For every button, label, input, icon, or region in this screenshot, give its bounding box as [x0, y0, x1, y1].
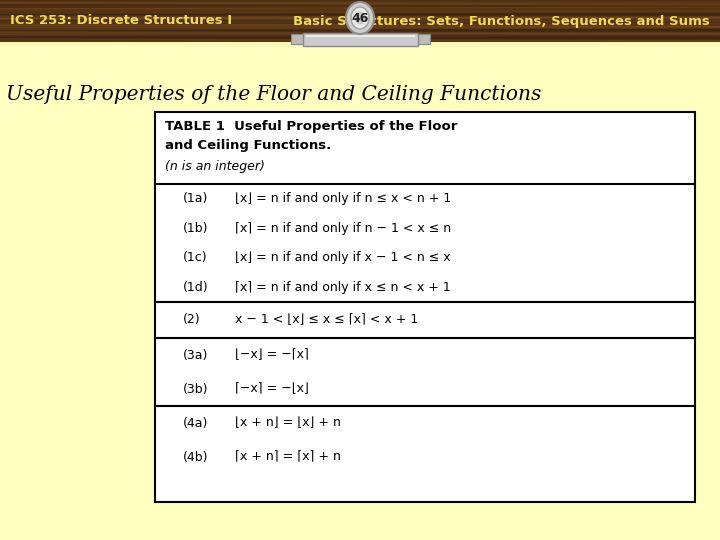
Bar: [0, 4, 720, 5]
Text: Useful Properties of the Floor and Ceiling Functions: Useful Properties of the Floor and Ceili…: [6, 85, 541, 105]
Bar: [416, 34, 430, 44]
Bar: [0, 24, 720, 25]
Text: TABLE 1  Useful Properties of the Floor: TABLE 1 Useful Properties of the Floor: [165, 120, 457, 133]
Text: Basic Structures: Sets, Functions, Sequences and Sums: Basic Structures: Sets, Functions, Seque…: [293, 15, 710, 28]
Text: (1b): (1b): [183, 222, 209, 235]
Text: ICS 253: Discrete Structures I: ICS 253: Discrete Structures I: [10, 15, 232, 28]
Bar: [0, 0, 720, 1]
Text: ⌈x + n⌉ = ⌈x⌉ + n: ⌈x + n⌉ = ⌈x⌉ + n: [235, 450, 341, 463]
Bar: [0, 6, 720, 7]
Text: ⌈−x⌉ = −⌊x⌋: ⌈−x⌉ = −⌊x⌋: [235, 382, 309, 395]
Bar: [0, 32, 720, 33]
Text: (3a): (3a): [183, 348, 208, 361]
Bar: [0, 12, 720, 13]
Bar: [0, 44, 720, 45]
Text: ⌊x⌋ = n if and only if x − 1 < n ≤ x: ⌊x⌋ = n if and only if x − 1 < n ≤ x: [235, 251, 451, 264]
Bar: [0, 33, 720, 34]
Bar: [0, 34, 720, 35]
Text: 46: 46: [351, 12, 369, 25]
Text: (3b): (3b): [183, 382, 209, 395]
Ellipse shape: [351, 7, 369, 29]
Bar: [0, 42, 720, 43]
Bar: [0, 40, 720, 41]
Bar: [0, 17, 720, 18]
Bar: [0, 36, 720, 37]
Bar: [0, 16, 720, 17]
Text: (1d): (1d): [183, 281, 209, 294]
Bar: [0, 29, 720, 30]
Bar: [0, 21, 720, 22]
Bar: [0, 43, 720, 44]
Text: (4a): (4a): [183, 416, 208, 429]
Bar: [0, 18, 720, 19]
Bar: [0, 39, 720, 40]
Bar: [0, 26, 720, 27]
Bar: [0, 20, 720, 21]
Bar: [0, 8, 720, 9]
Text: ⌊x⌋ = n if and only if n ≤ x < n + 1: ⌊x⌋ = n if and only if n ≤ x < n + 1: [235, 192, 451, 205]
Bar: [0, 22, 720, 23]
Bar: [0, 13, 720, 14]
Bar: [0, 15, 720, 16]
Text: (1c): (1c): [183, 251, 207, 264]
Bar: [0, 30, 720, 31]
Bar: [0, 37, 720, 38]
Bar: [0, 46, 720, 47]
Bar: [155, 112, 695, 502]
Bar: [0, 41, 720, 42]
Text: (n is an integer): (n is an integer): [165, 160, 265, 173]
Bar: [0, 9, 720, 10]
Bar: [0, 38, 720, 39]
Bar: [0, 14, 720, 15]
Text: x − 1 < ⌊x⌋ ≤ x ≤ ⌈x⌉ < x + 1: x − 1 < ⌊x⌋ ≤ x ≤ ⌈x⌉ < x + 1: [235, 314, 418, 327]
Bar: [0, 3, 720, 4]
Text: ⌊x + n⌋ = ⌊x⌋ + n: ⌊x + n⌋ = ⌊x⌋ + n: [235, 416, 341, 429]
Text: and Ceiling Functions.: and Ceiling Functions.: [165, 139, 331, 152]
Bar: [0, 25, 720, 26]
Bar: [291, 34, 305, 44]
Bar: [0, 27, 720, 28]
Bar: [0, 2, 720, 3]
Ellipse shape: [355, 11, 365, 24]
Ellipse shape: [346, 2, 374, 34]
Text: ⌊−x⌋ = −⌈x⌉: ⌊−x⌋ = −⌈x⌉: [235, 348, 309, 361]
Bar: [303, 33, 418, 46]
Text: ⌈x⌉ = n if and only if x ≤ n < x + 1: ⌈x⌉ = n if and only if x ≤ n < x + 1: [235, 281, 451, 294]
Bar: [0, 19, 720, 20]
Bar: [0, 11, 720, 12]
Bar: [0, 31, 720, 32]
Text: (1a): (1a): [183, 192, 208, 205]
Bar: [0, 23, 720, 24]
Bar: [0, 1, 720, 2]
Bar: [0, 35, 720, 36]
Bar: [0, 5, 720, 6]
Text: ⌈x⌉ = n if and only if n − 1 < x ≤ n: ⌈x⌉ = n if and only if n − 1 < x ≤ n: [235, 222, 451, 235]
Text: (2): (2): [183, 314, 201, 327]
Bar: [0, 10, 720, 11]
Text: (4b): (4b): [183, 450, 209, 463]
Bar: [0, 28, 720, 29]
Bar: [0, 45, 720, 46]
Bar: [0, 7, 720, 8]
